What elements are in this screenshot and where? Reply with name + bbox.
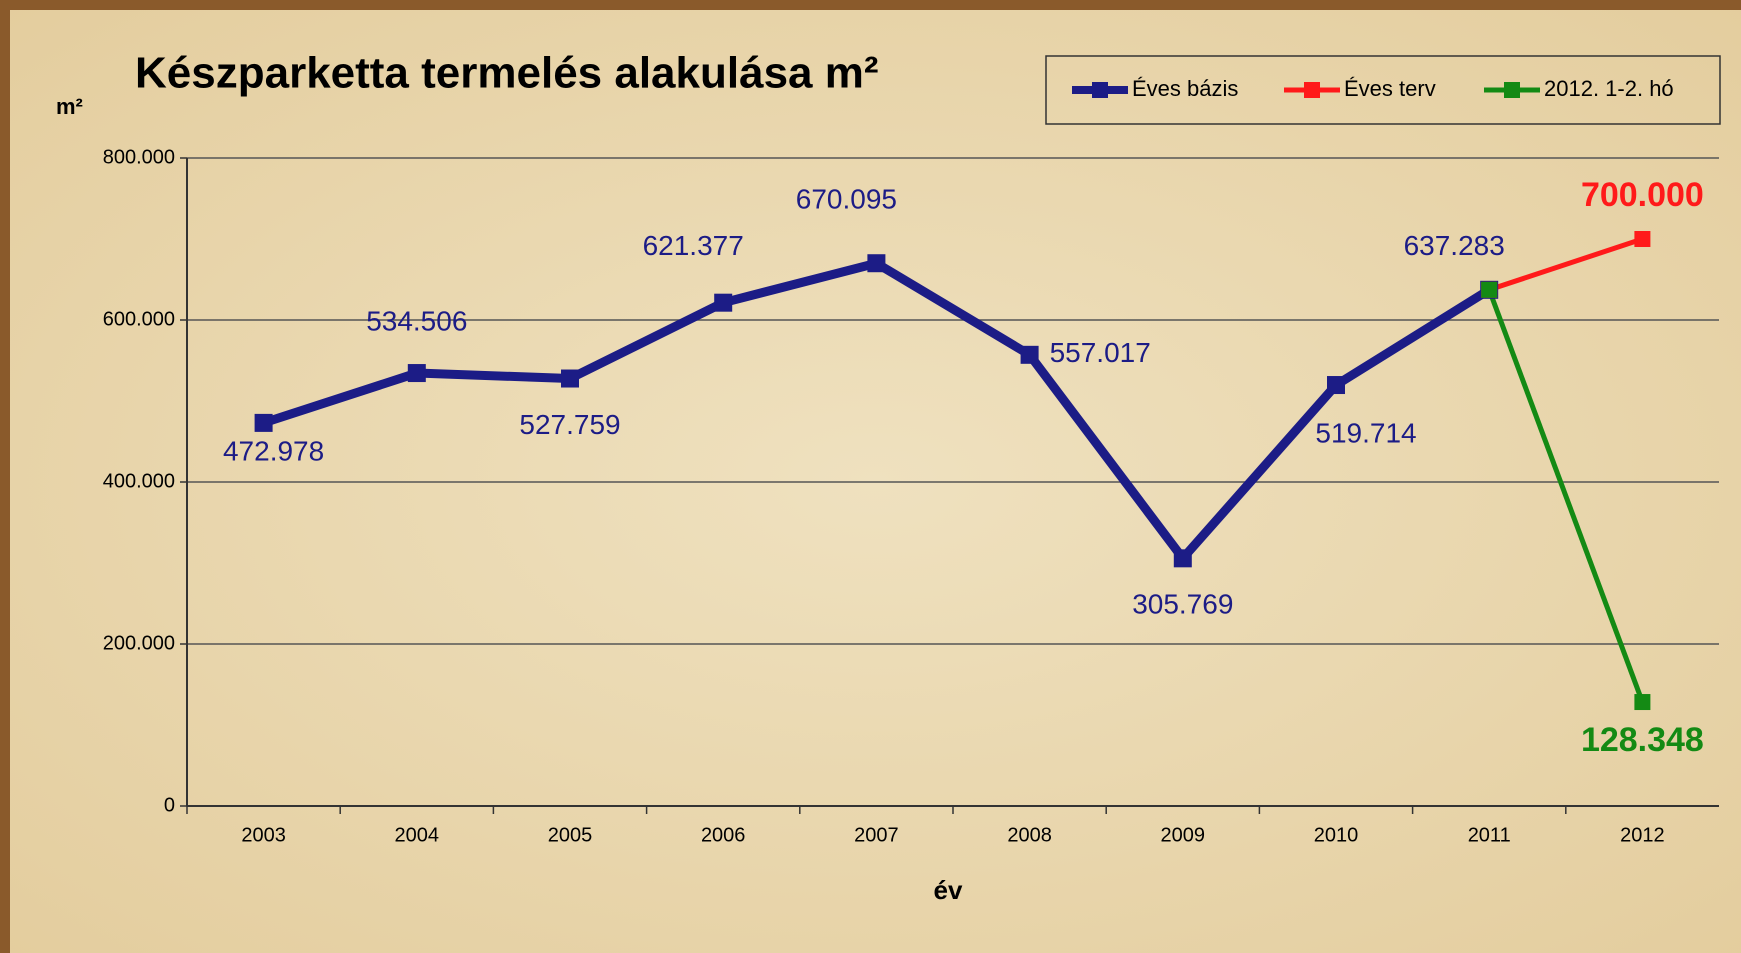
marker bbox=[714, 293, 733, 312]
marker bbox=[254, 413, 273, 432]
marker bbox=[1481, 281, 1498, 298]
legend-label: Éves terv bbox=[1344, 76, 1436, 101]
y-tick-label: 800.000 bbox=[103, 146, 175, 168]
marker bbox=[1173, 549, 1192, 568]
data-label: 527.759 bbox=[519, 409, 620, 440]
x-tick-label: 2010 bbox=[1314, 824, 1359, 846]
marker bbox=[867, 254, 886, 273]
y-axis-label: m² bbox=[56, 94, 83, 119]
y-tick-label: 600.000 bbox=[103, 308, 175, 330]
x-tick-label: 2011 bbox=[1468, 824, 1511, 846]
marker bbox=[1327, 376, 1345, 395]
data-label: 557.017 bbox=[1050, 337, 1151, 368]
legend-label: Éves bázis bbox=[1132, 76, 1238, 101]
legend-label: 2012. 1-2. hó bbox=[1544, 76, 1674, 101]
x-tick-label: 2003 bbox=[241, 824, 286, 846]
marker bbox=[407, 364, 426, 383]
marker bbox=[1020, 345, 1039, 364]
legend-marker bbox=[1504, 82, 1520, 98]
y-tick-label: 200.000 bbox=[103, 632, 175, 654]
data-label: 305.769 bbox=[1132, 589, 1233, 620]
x-tick-label: 2012 bbox=[1620, 824, 1665, 846]
series-line bbox=[1488, 236, 1644, 293]
x-axis-label: év bbox=[934, 875, 963, 905]
x-tick-label: 2009 bbox=[1161, 824, 1206, 846]
x-tick-label: 2004 bbox=[395, 824, 440, 846]
y-tick-label: 0 bbox=[164, 794, 175, 816]
x-tick-label: 2005 bbox=[548, 824, 593, 846]
data-label: 670.095 bbox=[796, 184, 897, 215]
data-label: 472.978 bbox=[223, 435, 324, 466]
data-label: 700.000 bbox=[1581, 176, 1704, 214]
x-tick-label: 2008 bbox=[1007, 824, 1052, 846]
y-tick-label: 400.000 bbox=[103, 470, 175, 492]
marker bbox=[1634, 231, 1651, 247]
marker bbox=[1634, 694, 1651, 711]
chart-title: Készparketta termelés alakulása m² bbox=[135, 49, 879, 98]
data-label: 128.348 bbox=[1581, 721, 1704, 759]
x-tick-label: 2007 bbox=[854, 824, 899, 846]
data-label: 519.714 bbox=[1315, 417, 1416, 448]
legend-marker bbox=[1304, 82, 1320, 98]
legend-marker bbox=[1092, 82, 1108, 98]
data-label: 534.506 bbox=[366, 305, 467, 336]
x-tick-label: 2006 bbox=[701, 824, 746, 846]
series-line bbox=[1486, 288, 1645, 703]
data-label: 621.377 bbox=[643, 230, 744, 261]
marker bbox=[561, 369, 579, 388]
data-label: 637.283 bbox=[1404, 230, 1505, 261]
legend-box bbox=[1045, 55, 1721, 125]
